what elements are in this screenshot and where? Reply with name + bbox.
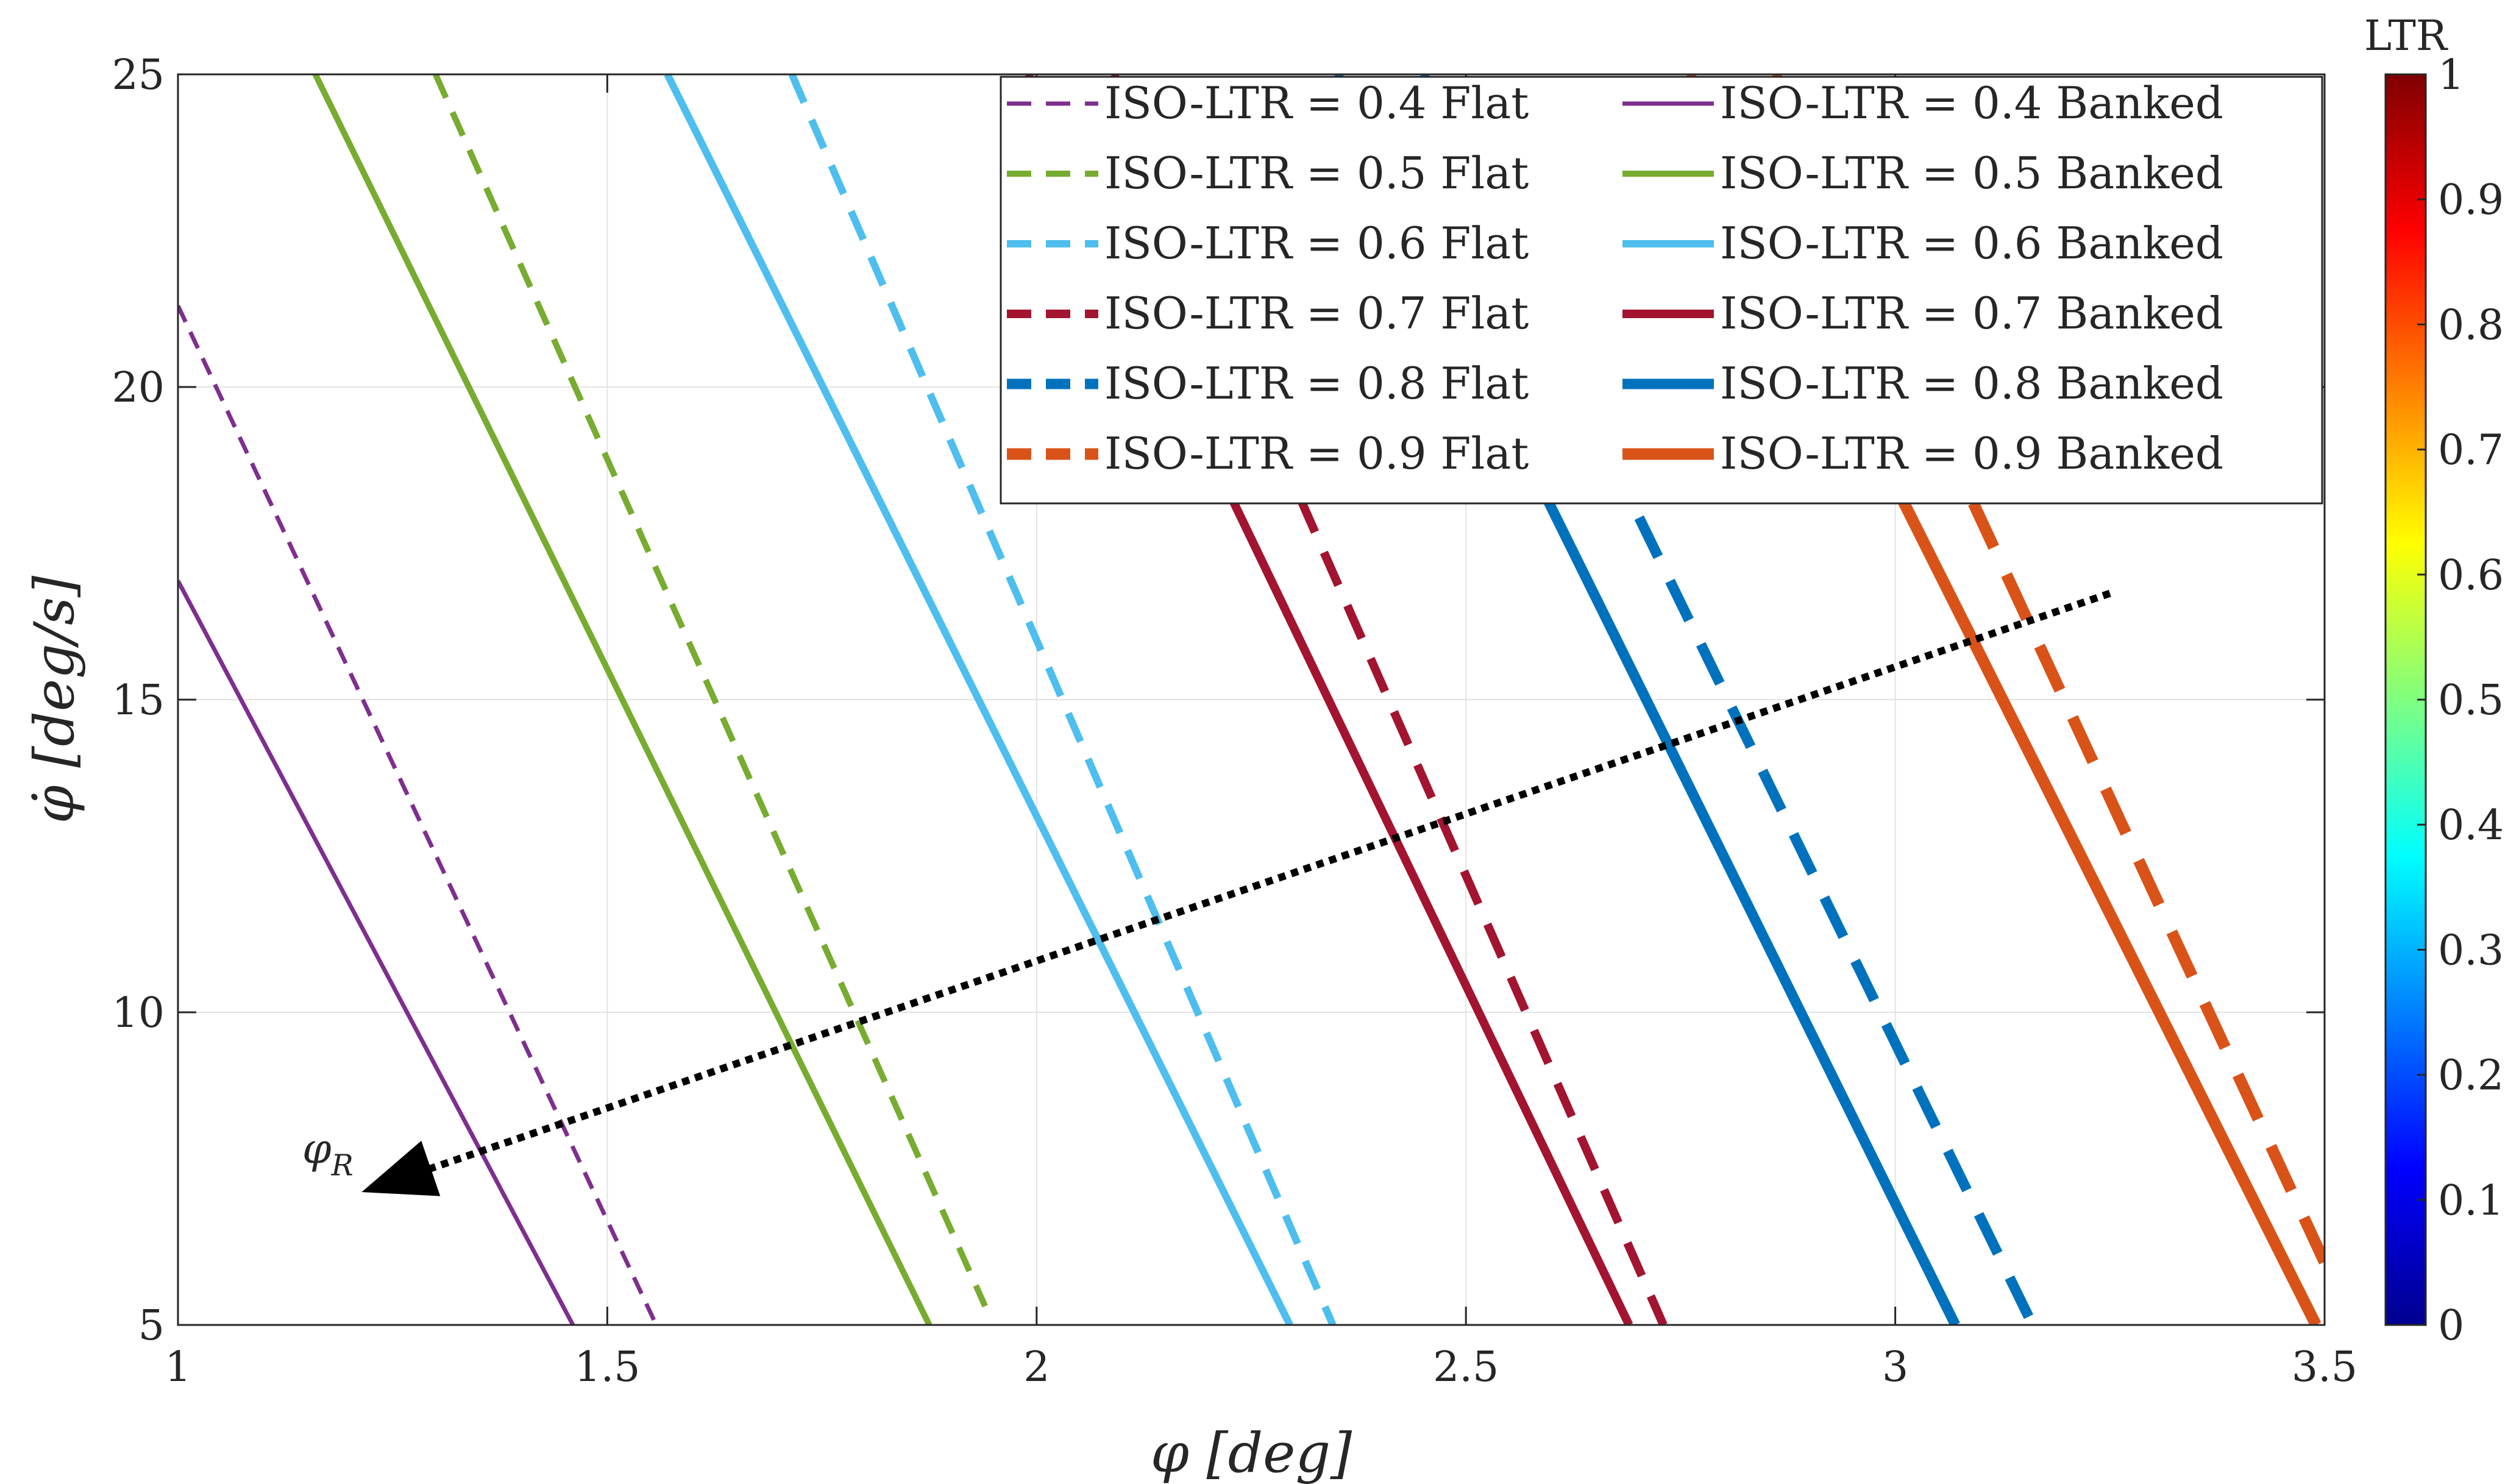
colorbar-tick-label-7: 0.7 (2438, 427, 2504, 475)
y-tick-label-2: 15 (112, 676, 165, 725)
x-tick-label-0: 1 (165, 1343, 191, 1391)
series-line-3 (312, 74, 933, 1325)
colorbar: LTR 0 0.1 0.2 0.3 0.4 0.5 0.6 0.7 0.8 0.9 1 (2364, 12, 2504, 1350)
legend: ISO-LTR = 0.4 Flat ISO-LTR = 0.5 Flat ISO-… (1000, 76, 2323, 505)
phi-r-symbol: φ (302, 1125, 332, 1173)
phi-r-label: φR (302, 1125, 354, 1182)
legend-label-banked-4: ISO-LTR = 0.8 Banked (1720, 358, 2223, 409)
x-tick-label-5: 3.5 (2292, 1343, 2357, 1391)
colorbar-tick-label-2: 0.2 (2438, 1052, 2504, 1100)
x-tick-label-4: 3 (1882, 1343, 1908, 1391)
colorbar-tick-label-4: 0.4 (2438, 801, 2504, 850)
colorbar-title: LTR (2364, 12, 2448, 60)
y-tick-label-3: 20 (112, 364, 165, 412)
y-tick-label-4: 25 (112, 51, 165, 99)
colorbar-tick-label-1: 0.1 (2438, 1177, 2504, 1225)
series-line-1 (178, 580, 575, 1325)
series-line-5 (664, 74, 1293, 1325)
legend-label-flat-5: ISO-LTR = 0.9 Flat (1104, 428, 1529, 479)
legend-label-flat-0: ISO-LTR = 0.4 Flat (1104, 77, 1529, 129)
y-axis-label: φ̇ [deg/s] (23, 575, 87, 824)
colorbar-tick-label-8: 0.8 (2438, 301, 2504, 349)
legend-label-flat-3: ISO-LTR = 0.7 Flat (1104, 288, 1529, 339)
legend-label-banked-2: ISO-LTR = 0.6 Banked (1720, 218, 2223, 269)
x-tick-label-3: 2.5 (1433, 1343, 1499, 1391)
phi-r-arrow (361, 589, 2111, 1196)
legend-label-banked-3: ISO-LTR = 0.7 Banked (1720, 288, 2223, 339)
x-tick-label-1: 1.5 (574, 1343, 640, 1391)
colorbar-tick-label-10: 1 (2438, 51, 2464, 99)
legend-label-flat-1: ISO-LTR = 0.5 Flat (1104, 147, 1529, 199)
legend-box (1000, 76, 2323, 505)
phi-r-subscript: R (331, 1148, 354, 1182)
legend-label-banked-0: ISO-LTR = 0.4 Banked (1720, 77, 2223, 129)
series-line-10 (1769, 74, 2325, 1265)
phi-r-annotation: φR (302, 589, 2111, 1196)
legend-label-flat-2: ISO-LTR = 0.6 Flat (1104, 218, 1529, 269)
series-line-2 (433, 74, 988, 1308)
y-tick-label-1: 10 (112, 989, 165, 1037)
x-tick-label-2: 2 (1023, 1343, 1050, 1391)
colorbar-tick-label-5: 0.5 (2438, 676, 2504, 725)
x-axis-ticks: 1 1.5 2 2.5 3 3.5 (165, 74, 2357, 1391)
x-axis-label: φ [deg] (1151, 1421, 1352, 1484)
colorbar-tick-label-6: 0.6 (2438, 552, 2504, 600)
legend-label-flat-4: ISO-LTR = 0.8 Flat (1104, 358, 1529, 409)
y-tick-label-0: 5 (138, 1302, 165, 1350)
colorbar-tick-label-0: 0 (2438, 1302, 2464, 1350)
series-line-0 (178, 305, 658, 1325)
legend-label-banked-1: ISO-LTR = 0.5 Banked (1720, 147, 2223, 199)
y-axis-ticks: 5 10 15 20 25 (112, 51, 2325, 1350)
colorbar-tick-label-9: 0.9 (2438, 176, 2504, 224)
series-line-4 (788, 74, 1337, 1325)
legend-label-banked-5: ISO-LTR = 0.9 Banked (1720, 428, 2223, 479)
colorbar-tick-label-3: 0.3 (2438, 926, 2504, 975)
